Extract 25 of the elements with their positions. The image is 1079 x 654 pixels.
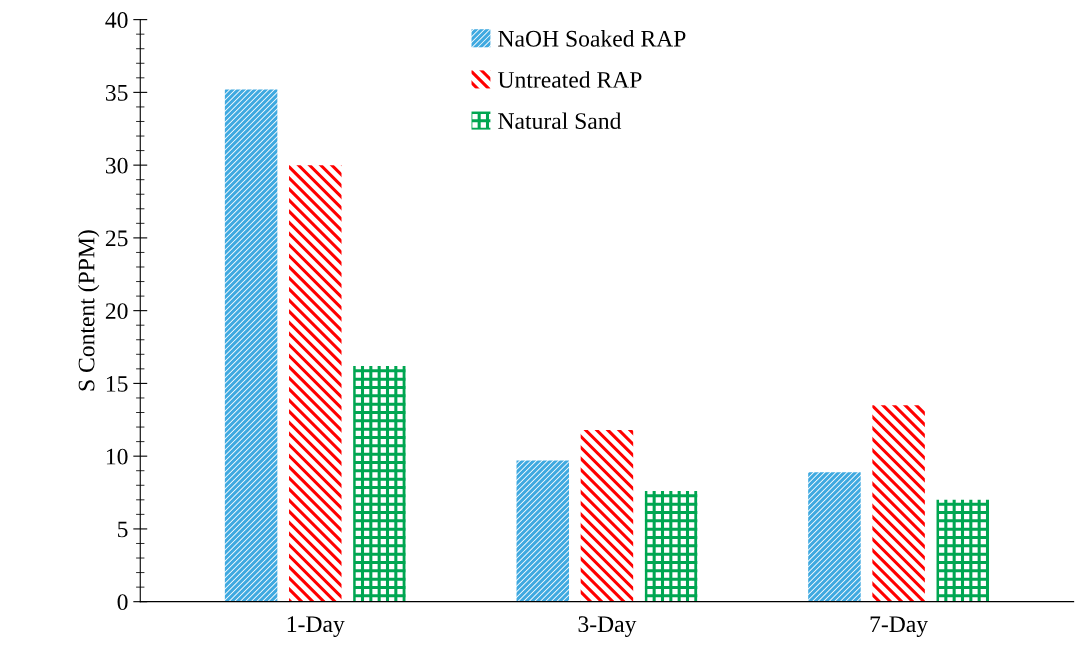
y-tick-label: 40 [105, 12, 128, 29]
y-tick-label: 25 [105, 230, 128, 247]
x-tick-label: 3-Day [578, 616, 637, 637]
bar [353, 365, 406, 602]
bar [516, 460, 570, 602]
y-tick-label: 5 [118, 521, 128, 538]
bar [580, 429, 634, 602]
y-tick-label: 10 [106, 448, 128, 465]
y-tick-label: 15 [106, 376, 128, 392]
bar [224, 89, 278, 602]
x-tick-label: 1-Day [287, 616, 345, 637]
bar [289, 165, 342, 602]
legend-label: Natural Sand [498, 112, 622, 129]
legend-label: Untreated RAP [497, 71, 642, 88]
legend-label: NaOH Soaked RAP [498, 30, 686, 47]
bar [936, 499, 990, 602]
bar [644, 491, 698, 602]
x-tick-label: 7-Day [870, 616, 929, 637]
y-tick-label: 20 [105, 303, 128, 320]
y-tick-label: 0 [117, 594, 128, 611]
y-axis-title: S Content (PPM) [77, 230, 100, 391]
y-tick-label: 35 [105, 84, 128, 101]
bar [872, 405, 925, 602]
y-tick-label: 30 [105, 157, 128, 174]
bar [808, 472, 861, 602]
